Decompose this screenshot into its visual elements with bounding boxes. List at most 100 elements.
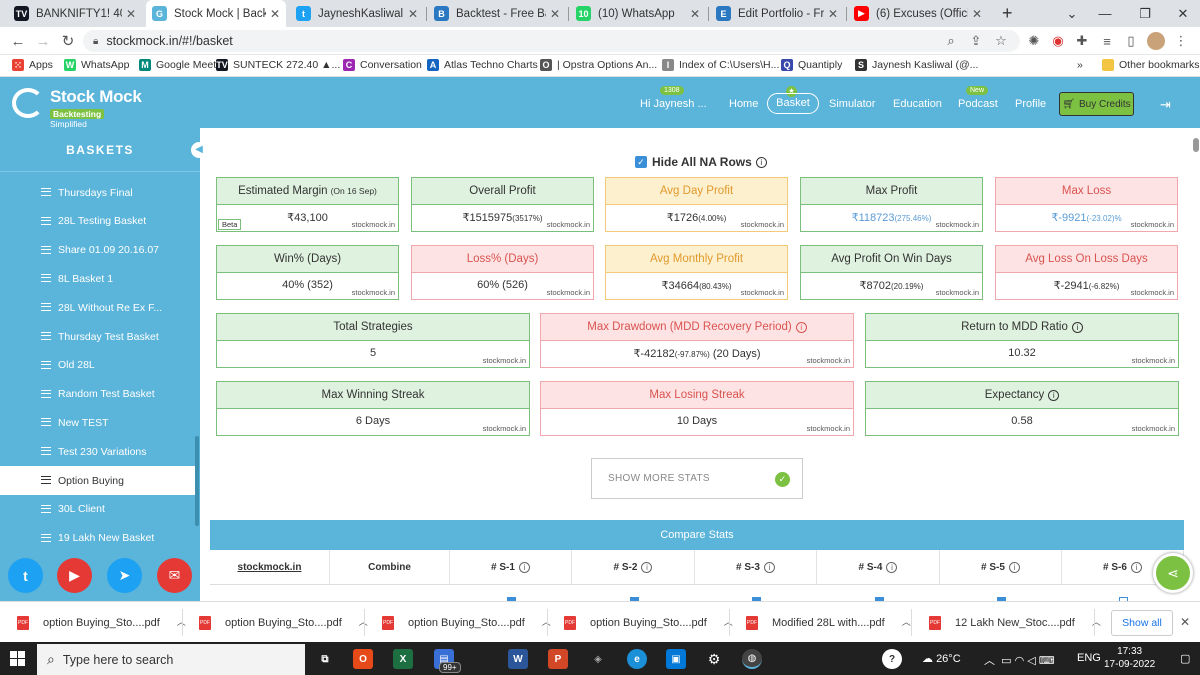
download-item[interactable]: PDF 12 Lakh New_Stoc....pdf ︿ [929, 602, 1101, 643]
download-item[interactable]: PDF option Buying_Sto....pdf ︿ [564, 602, 733, 643]
sidebar-item[interactable]: 28L Without Re Ex F... [0, 293, 195, 322]
word-icon[interactable]: W [508, 649, 528, 669]
share-icon[interactable]: ⇪ [970, 33, 982, 48]
chevron-up-icon[interactable]: ︿ [1091, 617, 1101, 627]
sidebar-item[interactable]: Test 230 Variations [0, 437, 195, 466]
info-icon[interactable]: i [1008, 562, 1020, 573]
strategy-checkbox[interactable] [1119, 597, 1128, 601]
taskbar-search[interactable]: ⌕ Type here to search [37, 644, 305, 675]
strategy-checkbox[interactable] [507, 597, 516, 601]
sidebar-item[interactable]: Random Test Basket [0, 380, 195, 409]
strategy-checkbox[interactable] [752, 597, 761, 601]
bookmark-item[interactable]: A Atlas Techno Charts [427, 59, 538, 71]
bookmark-item[interactable]: TV SUNTECK 272.40 ▲... [216, 59, 340, 71]
sidebar-item[interactable]: Option Buying [0, 466, 195, 495]
url-text[interactable]: stockmock.in/#!/basket [106, 34, 233, 48]
info-icon[interactable]: i [755, 156, 767, 168]
compare-column-header[interactable]: # S-1 i [450, 550, 572, 585]
profile-avatar[interactable] [1147, 32, 1165, 50]
close-downloads-icon[interactable]: ✕ [1180, 615, 1191, 629]
sidebar-scrollbar[interactable] [195, 436, 199, 526]
buy-credits-button[interactable]: 🛒︎ Buy Credits [1059, 92, 1134, 116]
sidebar-item[interactable]: Thursdays Final [0, 178, 195, 207]
bookmark-item[interactable]: M Google Meet [139, 59, 216, 71]
chevron-up-icon[interactable]: ︿ [901, 617, 911, 627]
hide-na-toggle[interactable]: ✓ Hide All NA Rows i [635, 155, 767, 169]
youtube-icon[interactable]: ▶ [57, 558, 92, 593]
content-scrollbar[interactable] [1193, 138, 1199, 152]
sidebar-item[interactable]: Thursday Test Basket [0, 322, 195, 351]
telegram-icon[interactable]: ➤ [107, 558, 142, 593]
language-indicator[interactable]: ENG [1077, 652, 1101, 664]
nav-simulator[interactable]: Simulator [829, 98, 876, 110]
reading-list-icon[interactable]: ≡ [1103, 33, 1111, 49]
restore-icon[interactable]: ❐ [1139, 5, 1151, 21]
email-icon[interactable]: ✉ [157, 558, 192, 593]
chevron-up-icon[interactable]: ︿ [724, 615, 733, 628]
bookmark-item[interactable]: W WhatsApp [64, 59, 129, 71]
nav-home[interactable]: Home [729, 98, 759, 110]
bookmark-item[interactable]: O | Opstra Options An... [540, 59, 657, 71]
sidebar-item[interactable]: Share 01.09 20.16.07 [0, 236, 195, 265]
close-tab-icon[interactable]: ✕ [269, 6, 280, 21]
browser-tab[interactable]: ▶ (6) Excuses (Offici ✕ [848, 0, 988, 27]
chrome-icon[interactable]: ◍ [742, 649, 762, 669]
close-window-icon[interactable]: ✕ [1177, 5, 1189, 21]
office-icon[interactable]: O [353, 649, 373, 669]
download-item[interactable]: PDF option Buying_Sto....pdf ︿ [382, 602, 551, 643]
greeting-link[interactable]: Hi Jaynesh ... [640, 98, 707, 110]
show-more-stats-button[interactable]: SHOW MORE STATS ✓ [591, 458, 803, 499]
extensions-puzzle-icon[interactable]: ✚ [1076, 33, 1088, 48]
weather-widget[interactable]: ☁ 26°C [922, 652, 961, 665]
nav-profile[interactable]: Profile [1015, 98, 1047, 110]
info-icon[interactable]: i [1130, 562, 1142, 573]
sidebar-item[interactable]: 28L Testing Basket [0, 207, 195, 236]
strategy-checkbox[interactable] [997, 597, 1006, 601]
help-icon[interactable]: ? [882, 649, 902, 669]
windows-start-icon[interactable] [10, 651, 25, 666]
download-item[interactable]: PDF option Buying_Sto....pdf ︿ [199, 602, 368, 643]
info-icon[interactable]: i [763, 562, 775, 573]
close-tab-icon[interactable]: ✕ [407, 6, 418, 21]
download-item[interactable]: PDF Modified 28L with....pdf ︿ [746, 602, 911, 643]
strategy-checkbox[interactable] [874, 597, 884, 601]
chevron-up-icon[interactable]: ︿ [542, 615, 551, 628]
tab-search-icon[interactable]: ⌄ [1066, 5, 1078, 21]
show-all-downloads-button[interactable]: Show all [1111, 610, 1173, 636]
bookmark-item[interactable]: I Index of C:\Users\H... [662, 59, 779, 71]
excel-icon[interactable]: X [393, 649, 413, 669]
forward-icon[interactable]: → [35, 32, 51, 50]
twitter-icon[interactable]: t [8, 558, 43, 593]
compare-column-header[interactable]: # S-4 i [817, 550, 940, 585]
sidebar-item[interactable]: Old 28L [0, 351, 195, 380]
close-tab-icon[interactable]: ✕ [125, 6, 136, 21]
compare-column-header[interactable]: # S-2 i [572, 550, 695, 585]
nav-podcast[interactable]: Podcast [958, 98, 998, 110]
info-icon[interactable]: i [1048, 389, 1060, 401]
back-icon[interactable]: ← [10, 32, 26, 50]
bookmark-star-icon[interactable]: ☆ [995, 33, 1007, 48]
tray-icons[interactable]: ︿ ▭ ◠ ◁ ⌨ [984, 652, 1055, 668]
close-tab-icon[interactable]: ✕ [549, 6, 560, 21]
url-bar[interactable]: 🔒︎ stockmock.in/#!/basket [83, 30, 1020, 52]
new-tab-button[interactable]: + [1002, 3, 1013, 23]
sidebar-item[interactable]: 8L Basket 1 [0, 264, 195, 293]
strategy-checkbox[interactable] [629, 597, 639, 601]
extension-icon[interactable]: ✺ [1028, 33, 1040, 48]
bookmark-item[interactable]: Q Quantiply [781, 59, 842, 71]
info-icon[interactable]: i [518, 562, 530, 573]
browser-tab[interactable]: TV BANKNIFTY1! 40837.6✕ [8, 0, 142, 27]
zoom-icon[interactable]: ⌕ [947, 33, 955, 48]
nav-basket[interactable]: Basket [767, 93, 819, 114]
browser-tab[interactable]: B Backtest - Free Backte✕ [428, 0, 566, 27]
settings-gear-icon[interactable]: ⚙ [707, 650, 721, 667]
bookmark-item[interactable]: ⁙ Apps [12, 59, 53, 71]
info-icon[interactable]: i [641, 562, 653, 573]
close-tab-icon[interactable]: ✕ [689, 6, 700, 21]
other-bookmarks[interactable]: Other bookmarks [1102, 59, 1200, 71]
compare-column-header[interactable]: Combine [330, 550, 450, 585]
notifications-icon[interactable]: ▢ [1180, 653, 1191, 665]
menu-icon[interactable]: ⋮ [1174, 33, 1188, 48]
chevron-up-icon[interactable]: ︿ [359, 615, 368, 628]
more-bookmarks-icon[interactable]: » [1077, 59, 1083, 71]
